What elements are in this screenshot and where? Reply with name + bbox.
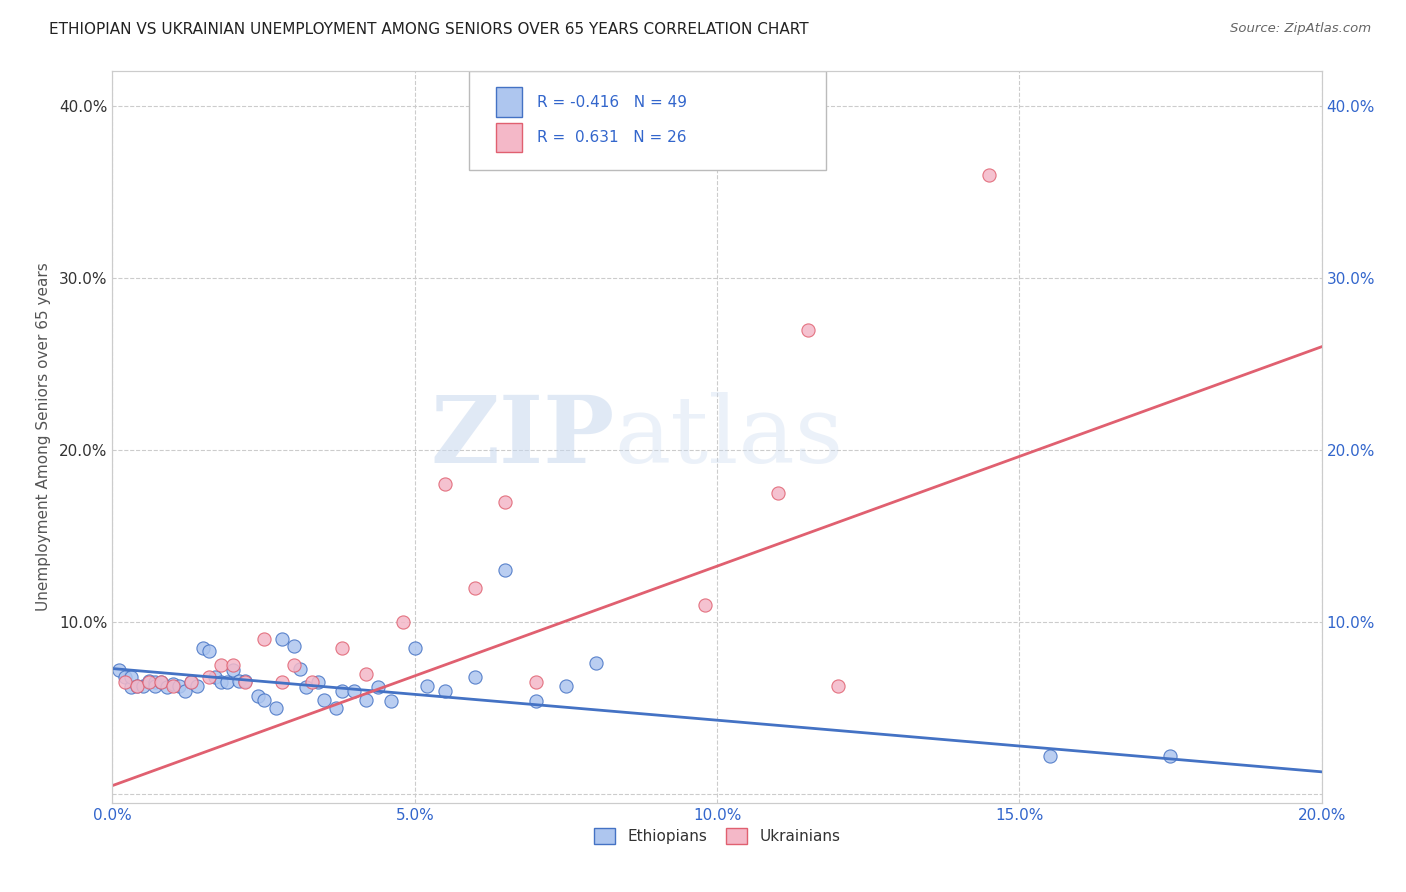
Point [198,644,221,658]
Point [1159,749,1181,764]
Point [495,494,517,508]
Text: Source: ZipAtlas.com: Source: ZipAtlas.com [1230,22,1371,36]
Point [222,663,245,677]
Point [114,675,136,690]
Point [554,679,576,693]
Point [174,684,197,698]
Point [138,675,160,690]
FancyBboxPatch shape [496,87,523,117]
Point [132,679,155,693]
Legend: Ethiopians, Ukrainians: Ethiopians, Ukrainians [588,822,846,850]
Point [167,679,190,693]
Point [162,677,184,691]
Point [191,640,214,655]
Point [120,670,142,684]
Point [270,632,292,647]
Point [356,692,378,706]
Point [433,684,456,698]
Point [380,694,402,708]
Point [149,675,172,690]
Point [180,675,202,690]
Text: ZIP: ZIP [430,392,614,482]
Point [585,657,607,671]
Point [796,322,818,336]
Point [356,666,378,681]
Point [295,681,318,695]
Point [180,675,202,690]
Point [283,639,305,653]
Point [433,477,456,491]
Point [416,679,439,693]
Text: atlas: atlas [614,392,844,482]
Point [283,658,305,673]
Point [367,681,389,695]
Point [288,662,311,676]
Point [766,486,789,500]
Point [235,675,257,690]
Point [204,670,226,684]
Point [107,663,129,677]
Point [524,675,547,690]
Point [391,615,413,629]
Point [977,168,1000,182]
Point [693,598,716,612]
Point [114,670,136,684]
Y-axis label: Unemployment Among Seniors over 65 years: Unemployment Among Seniors over 65 years [35,263,51,611]
Point [325,701,347,715]
Point [217,675,239,690]
Point [209,675,232,690]
FancyBboxPatch shape [470,71,825,170]
Point [120,681,142,695]
Point [198,670,221,684]
Point [464,581,486,595]
Point [253,692,276,706]
Point [330,640,353,655]
Point [264,701,287,715]
Point [1038,749,1062,764]
Point [186,679,208,693]
Point [270,675,292,690]
Point [404,640,426,655]
Point [464,670,486,684]
Point [222,658,245,673]
Point [314,692,336,706]
Point [307,675,329,690]
FancyBboxPatch shape [496,122,523,152]
Text: R =  0.631   N = 26: R = 0.631 N = 26 [537,129,686,145]
Point [125,679,148,693]
Point [162,679,184,693]
Point [330,684,353,698]
Point [228,673,250,688]
Point [125,679,148,693]
Point [143,675,166,690]
Point [235,673,257,688]
Text: ETHIOPIAN VS UKRAINIAN UNEMPLOYMENT AMONG SENIORS OVER 65 YEARS CORRELATION CHAR: ETHIOPIAN VS UKRAINIAN UNEMPLOYMENT AMON… [49,22,808,37]
Text: R = -0.416   N = 49: R = -0.416 N = 49 [537,95,688,110]
Point [138,673,160,688]
Point [495,564,517,578]
Point [827,679,849,693]
Point [209,658,232,673]
Point [143,679,166,693]
Point [301,675,323,690]
Point [246,689,269,703]
Point [524,694,547,708]
Point [253,632,276,647]
Point [156,681,179,695]
Point [343,684,366,698]
Point [149,675,172,690]
